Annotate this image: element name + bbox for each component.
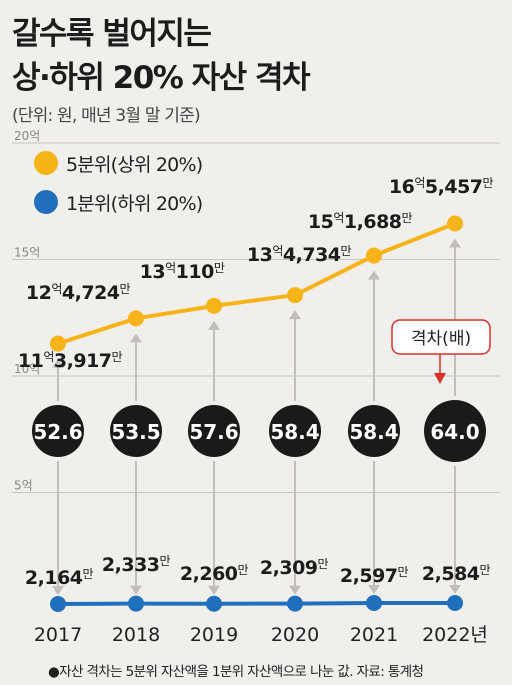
legend-item-bottom20: 1분위(하위 20%) (34, 189, 203, 216)
data-point-bottom20 (50, 595, 66, 612)
gap-arrow-head (368, 584, 380, 594)
data-point-bottom20 (128, 595, 144, 612)
gap-ratio-label: 58.4 (349, 420, 398, 444)
data-label-top20: 11억3,917만 (18, 350, 123, 372)
data-label-top20: 13억4,734만 (247, 244, 352, 266)
y-tick-label: 20억 (14, 129, 40, 143)
gap-arrow-head (449, 238, 461, 248)
legend-swatch-bottom20 (34, 190, 58, 214)
gap-ratio-circle (348, 405, 400, 457)
data-point-bottom20 (206, 595, 222, 612)
gap-callout-arrowhead (434, 373, 446, 384)
legend-swatch-top20 (34, 151, 58, 175)
legend-label-top20: 5분위(상위 20%) (66, 154, 203, 176)
x-tick-label: 2022년 (422, 624, 488, 646)
data-label-bottom20: 2,584만 (422, 563, 491, 585)
gap-arrow-head (289, 310, 301, 320)
data-point-top20 (287, 287, 303, 304)
gap-arrow-head (130, 585, 142, 595)
x-tick-label: 2019 (190, 624, 238, 646)
data-point-top20 (366, 247, 382, 264)
data-label-top20: 12억4,724만 (26, 282, 131, 304)
data-point-bottom20 (366, 594, 382, 611)
data-point-top20 (128, 310, 144, 327)
gap-arrow-head (368, 270, 380, 280)
gap-arrow-head (52, 358, 64, 368)
x-tick-label: 2017 (34, 624, 82, 646)
gap-arrow-head (289, 585, 301, 595)
data-label-bottom20: 2,309만 (260, 557, 329, 579)
data-label-top20: 15억1,688만 (308, 211, 413, 233)
data-point-top20 (50, 335, 66, 352)
gap-ratio-circle (424, 400, 486, 462)
gap-arrow-head (449, 584, 461, 594)
gap-ratio-circle (110, 405, 162, 457)
gap-callout-label: 격차(배) (411, 329, 471, 349)
gap-arrow-head (208, 585, 220, 595)
gap-ratio-circle (188, 405, 240, 457)
data-point-top20 (447, 215, 463, 232)
y-tick-label: 15억 (14, 246, 40, 260)
gap-ratio-label: 57.6 (189, 420, 238, 444)
x-tick-label: 2020 (271, 624, 319, 646)
footnote: ●자산 격차는 5분위 자산액을 1분위 자산액으로 나눈 값. 자료: 통계청 (48, 664, 424, 680)
gap-callout-box (391, 319, 491, 355)
gap-ratio-circle (32, 405, 84, 457)
series-line-bottom20 (57, 600, 456, 606)
gap-arrow-head (52, 585, 64, 595)
x-tick-label: 2021 (350, 624, 398, 646)
gap-ratio-circle (269, 405, 321, 457)
x-tick-label: 2018 (112, 624, 160, 646)
y-tick-label: 5억 (14, 479, 33, 493)
y-tick-label: 10억 (14, 362, 40, 376)
data-label-top20: 16억5,457만 (389, 176, 494, 198)
series-line-top20 (57, 221, 456, 346)
chart-title-line1: 갈수록 벌어지는 (12, 16, 212, 52)
unit-note: (단위: 원, 매년 3월 말 기준) (12, 106, 201, 126)
data-label-bottom20: 2,597만 (340, 565, 409, 587)
data-label-bottom20: 2,164만 (25, 567, 94, 589)
gap-arrow-head (208, 320, 220, 330)
gap-ratio-label: 58.4 (270, 420, 319, 444)
gap-arrow-head (130, 333, 142, 343)
data-label-bottom20: 2,333만 (102, 554, 171, 576)
data-label-top20: 13억110만 (140, 261, 225, 283)
data-point-top20 (206, 297, 222, 314)
data-point-bottom20 (447, 594, 463, 611)
chart-title-line2: 상·하위 20% 자산 격차 (12, 60, 311, 96)
gap-ratio-label: 52.6 (33, 420, 82, 444)
data-point-bottom20 (287, 595, 303, 612)
legend-label-bottom20: 1분위(하위 20%) (66, 193, 203, 215)
data-label-bottom20: 2,260만 (180, 563, 249, 585)
legend-item-top20: 5분위(상위 20%) (34, 150, 203, 177)
gap-ratio-label: 64.0 (430, 420, 479, 444)
gap-ratio-label: 53.5 (111, 420, 160, 444)
